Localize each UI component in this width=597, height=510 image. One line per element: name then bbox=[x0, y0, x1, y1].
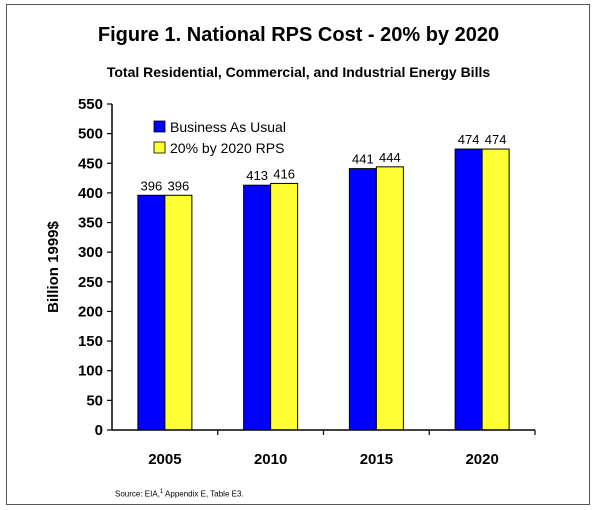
bar-2020-bau bbox=[454, 148, 483, 431]
bar-2020-rps bbox=[481, 148, 510, 431]
y-tick-label: 450 bbox=[78, 155, 103, 172]
source-note: Source: EIA,1 Appendix E, Table E3. bbox=[115, 489, 244, 499]
y-tick-label: 300 bbox=[78, 244, 103, 261]
y-tick-label: 100 bbox=[78, 363, 103, 380]
data-label: 413 bbox=[246, 168, 268, 183]
legend-swatch bbox=[153, 141, 166, 154]
data-label: 444 bbox=[379, 150, 401, 165]
chart-subtitle: Total Residential, Commercial, and Indus… bbox=[106, 64, 491, 80]
bar-2015-rps bbox=[375, 166, 404, 431]
y-tick-label: 400 bbox=[78, 185, 103, 202]
bar-2005-bau bbox=[137, 194, 166, 431]
bar-2005-rps bbox=[164, 194, 193, 431]
data-label: 396 bbox=[141, 178, 163, 193]
data-label: 474 bbox=[485, 132, 507, 147]
y-tick-label: 0 bbox=[95, 422, 103, 439]
x-tick-label: 2015 bbox=[360, 451, 393, 468]
y-tick-label: 550 bbox=[78, 96, 103, 113]
source-superscript: 1 bbox=[159, 489, 164, 495]
data-label: 396 bbox=[168, 178, 190, 193]
x-tick-label: 2020 bbox=[465, 451, 498, 468]
bar-2010-rps bbox=[270, 182, 299, 431]
chart-title: Figure 1. National RPS Cost - 20% by 202… bbox=[97, 24, 500, 46]
legend-swatch bbox=[153, 120, 166, 133]
source-prefix: Source: EIA, bbox=[115, 489, 160, 499]
y-tick-label: 500 bbox=[78, 126, 103, 143]
y-tick-label: 200 bbox=[78, 303, 103, 320]
data-label: 441 bbox=[352, 152, 374, 167]
x-tick-label: 2010 bbox=[254, 451, 287, 468]
legend-label: Business As Usual bbox=[170, 119, 286, 135]
y-tick-label: 350 bbox=[78, 215, 103, 232]
y-tick-label: 150 bbox=[78, 333, 103, 350]
y-tick-label: 50 bbox=[86, 392, 103, 409]
data-label: 474 bbox=[458, 132, 480, 147]
bar-2010-bau bbox=[243, 184, 272, 431]
y-tick-label: 250 bbox=[78, 274, 103, 291]
legend-label: 20% by 2020 RPS bbox=[170, 140, 284, 156]
data-label: 416 bbox=[273, 166, 295, 181]
source-suffix: Appendix E, Table E3. bbox=[163, 489, 244, 499]
x-tick-label: 2005 bbox=[148, 451, 181, 468]
y-axis-title: Billion 1999$ bbox=[45, 220, 62, 312]
bar-2015-bau bbox=[348, 168, 377, 431]
